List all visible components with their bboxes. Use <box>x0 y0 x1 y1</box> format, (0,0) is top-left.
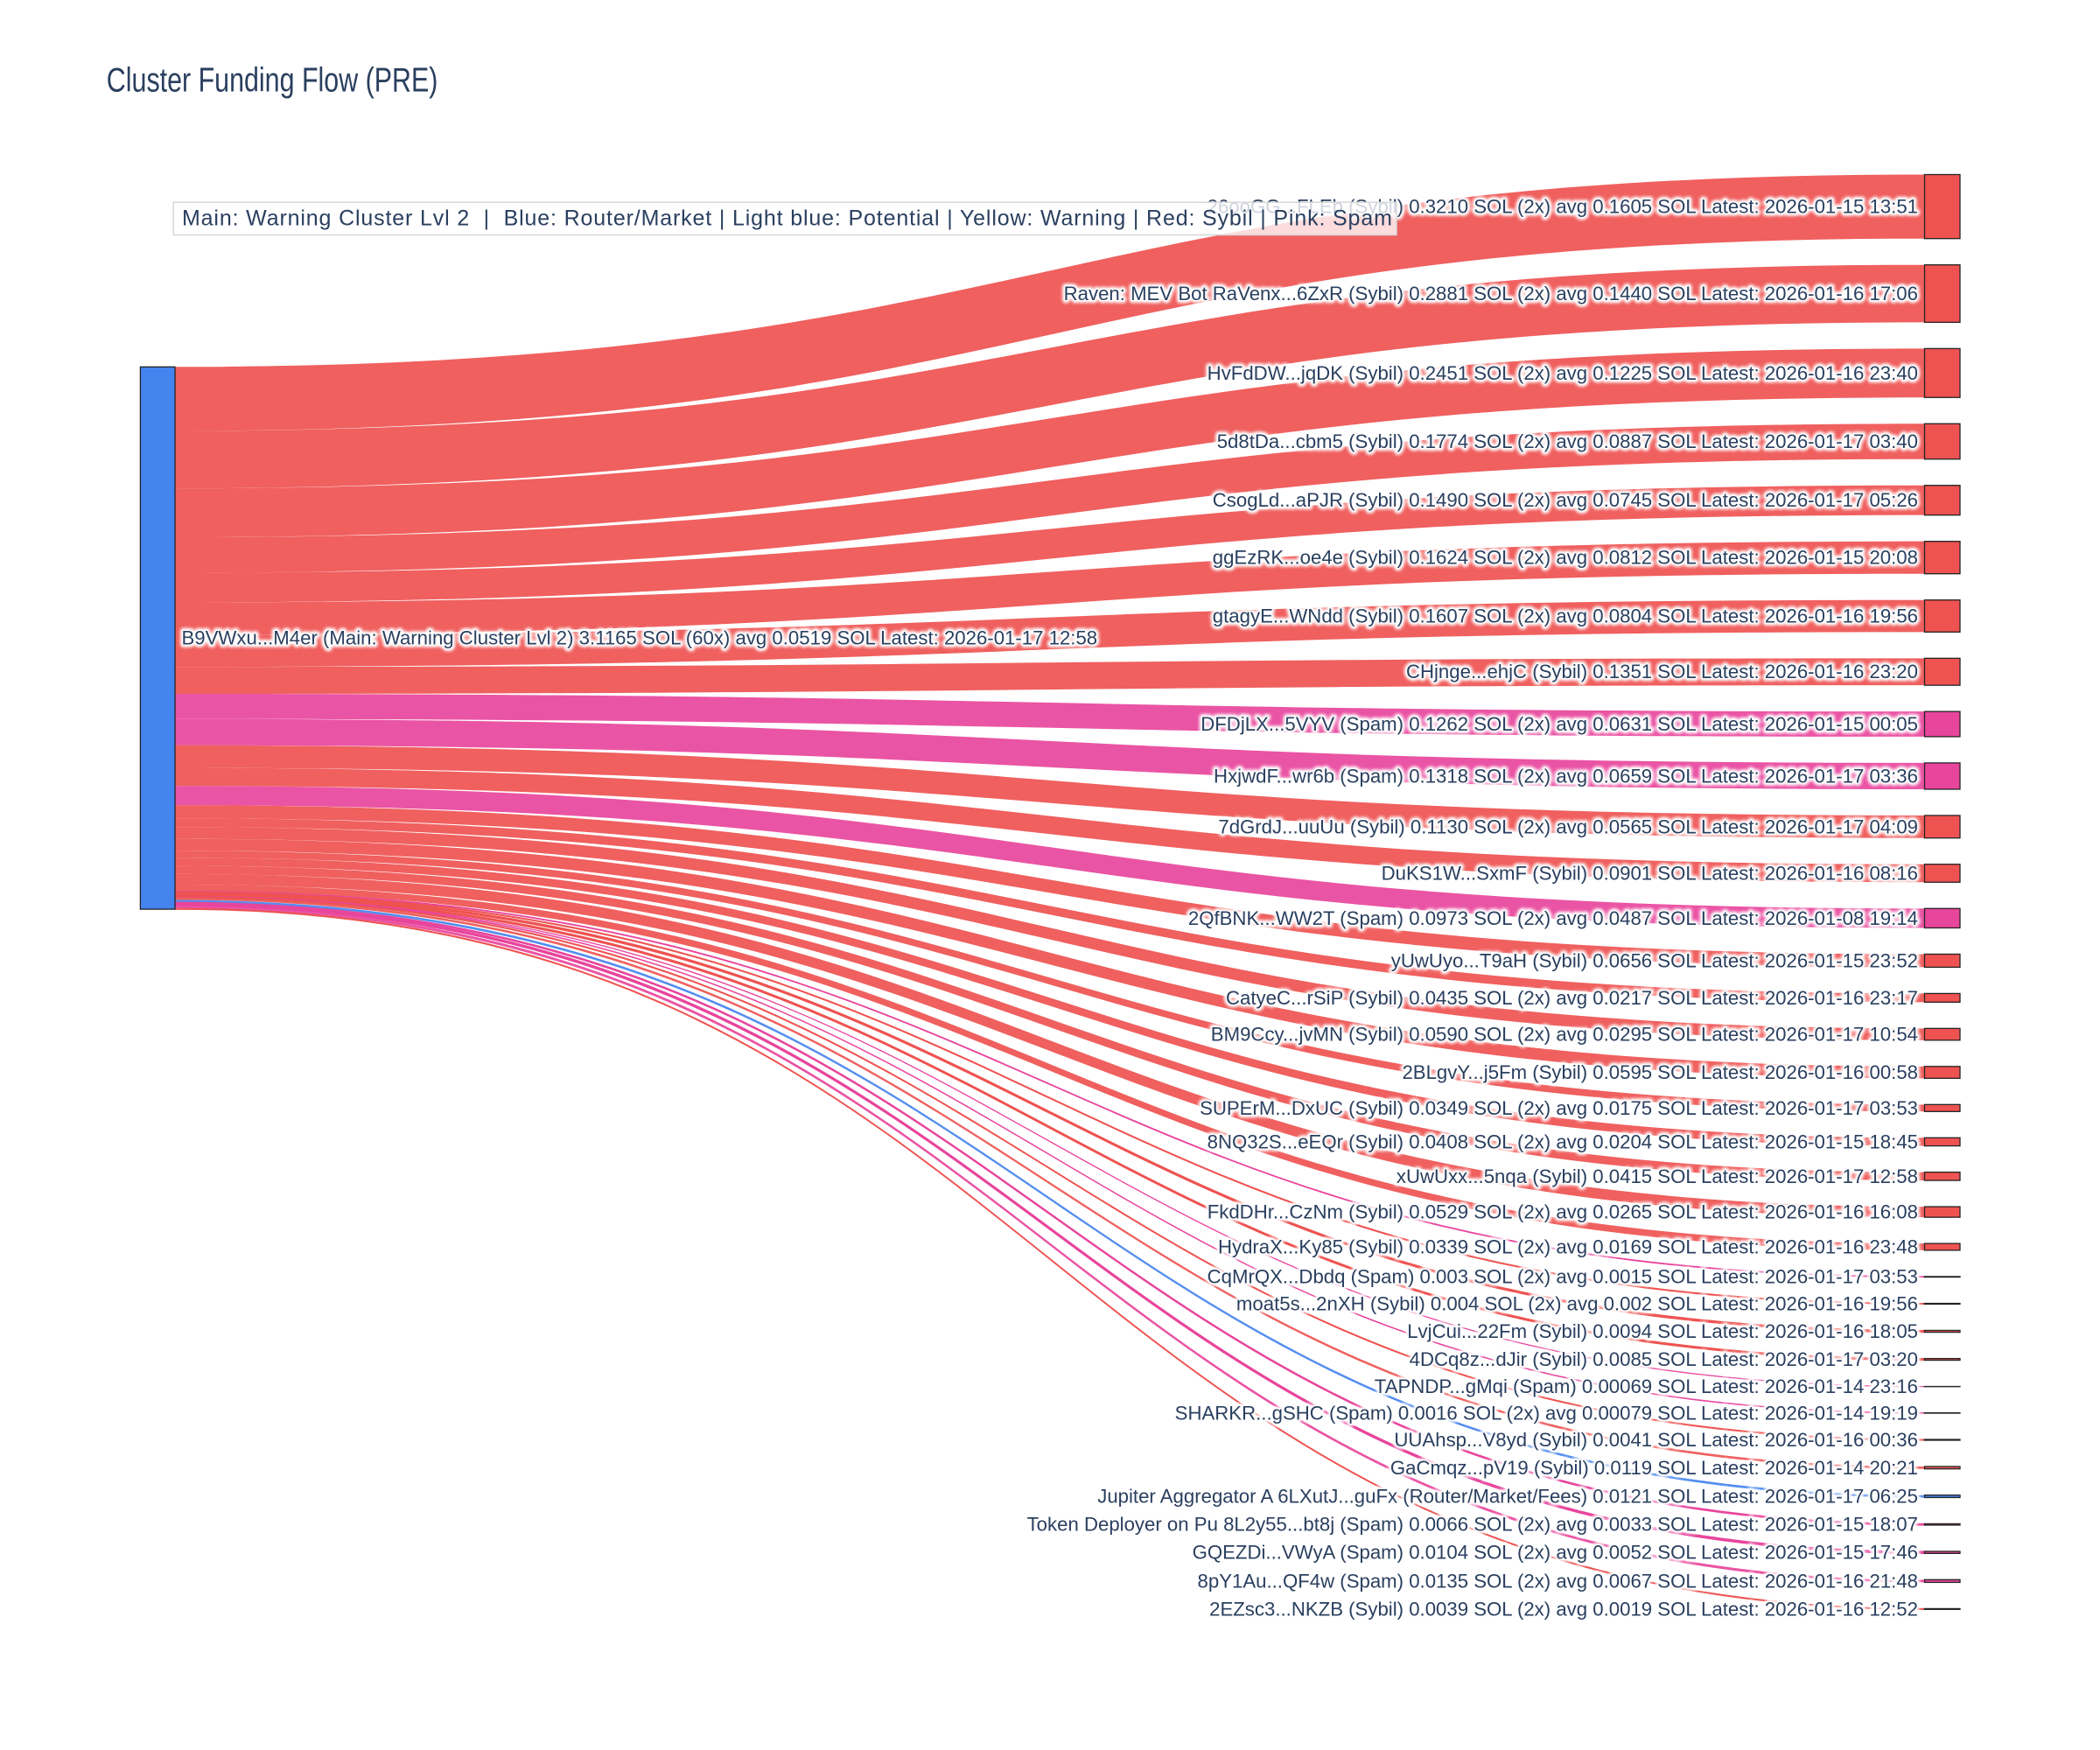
svg-text:DFDjLX...5VYV (Spam) 0.1262 SO: DFDjLX...5VYV (Spam) 0.1262 SOL (2x) avg… <box>1200 713 1918 735</box>
svg-text:TAPNDP...gMqi (Spam) 0.00069 S: TAPNDP...gMqi (Spam) 0.00069 SOL Latest:… <box>1375 1376 1918 1397</box>
svg-text:UUAhsp...V8yd (Sybil) 0.0041 S: UUAhsp...V8yd (Sybil) 0.0041 SOL Latest:… <box>1394 1429 1918 1451</box>
svg-text:Jupiter Aggregator A 6LXutJ...: Jupiter Aggregator A 6LXutJ...guFx (Rout… <box>1097 1486 1918 1508</box>
svg-text:xUwUxx...5nqa (Sybil) 0.0415 S: xUwUxx...5nqa (Sybil) 0.0415 SOL Latest:… <box>1396 1166 1918 1187</box>
svg-text:gtagyE...WNdd (Sybil) 0.1607 S: gtagyE...WNdd (Sybil) 0.1607 SOL (2x) av… <box>1213 606 1918 627</box>
svg-text:Jupiter Aggregator A 6LXutJ...: Jupiter Aggregator A 6LXutJ...guFx (Rout… <box>1097 1486 1918 1508</box>
svg-text:GQEZDi...VWyA (Spam) 0.0104 SO: GQEZDi...VWyA (Spam) 0.0104 SOL (2x) avg… <box>1193 1542 1918 1564</box>
svg-text:SUPErM...DxUC (Sybil) 0.0349 S: SUPErM...DxUC (Sybil) 0.0349 SOL (2x) av… <box>1200 1097 1918 1119</box>
svg-text:HydraX...Ky85 (Sybil) 0.0339 S: HydraX...Ky85 (Sybil) 0.0339 SOL (2x) av… <box>1218 1236 1918 1258</box>
svg-text:ggEzRK...oe4e (Sybil) 0.1624 S: ggEzRK...oe4e (Sybil) 0.1624 SOL (2x) av… <box>1213 547 1918 569</box>
svg-text:7dGrdJ...uuUu (Sybil) 0.1130 S: 7dGrdJ...uuUu (Sybil) 0.1130 SOL (2x) av… <box>1218 816 1918 837</box>
svg-text:2EZsc3...NKZB (Sybil) 0.0039 S: 2EZsc3...NKZB (Sybil) 0.0039 SOL (2x) av… <box>1209 1598 1918 1620</box>
svg-text:HvFdDW...jqDK (Sybil) 0.2451 S: HvFdDW...jqDK (Sybil) 0.2451 SOL (2x) av… <box>1208 362 1918 384</box>
svg-text:BM9Ccy...jvMN (Sybil) 0.0590 S: BM9Ccy...jvMN (Sybil) 0.0590 SOL (2x) av… <box>1211 1024 1918 1046</box>
svg-text:8pY1Au...QF4w (Spam) 0.0135 SO: 8pY1Au...QF4w (Spam) 0.0135 SOL (2x) avg… <box>1198 1570 1918 1592</box>
svg-text:ggEzRK...oe4e (Sybil) 0.1624 S: ggEzRK...oe4e (Sybil) 0.1624 SOL (2x) av… <box>1213 547 1918 569</box>
svg-text:HvFdDW...jqDK (Sybil) 0.2451 S: HvFdDW...jqDK (Sybil) 0.2451 SOL (2x) av… <box>1208 362 1918 384</box>
svg-text:8pY1Au...QF4w (Spam) 0.0135 SO: 8pY1Au...QF4w (Spam) 0.0135 SOL (2x) avg… <box>1198 1570 1918 1592</box>
svg-text:CHjnge...ehjC (Sybil) 0.1351 S: CHjnge...ehjC (Sybil) 0.1351 SOL Latest:… <box>1406 661 1918 682</box>
svg-text:Main: Warning Cluster Lvl 2 |: Main: Warning Cluster Lvl 2 | Blue: Rout… <box>182 206 1393 231</box>
svg-text:DFDjLX...5VYV (Spam) 0.1262 SO: DFDjLX...5VYV (Spam) 0.1262 SOL (2x) avg… <box>1200 713 1918 735</box>
svg-text:2QfBNK...WW2T (Spam) 0.0973 SO: 2QfBNK...WW2T (Spam) 0.0973 SOL (2x) avg… <box>1188 907 1918 929</box>
svg-text:7dGrdJ...uuUu (Sybil) 0.1130 S: 7dGrdJ...uuUu (Sybil) 0.1130 SOL (2x) av… <box>1218 816 1918 837</box>
svg-text:UUAhsp...V8yd (Sybil) 0.0041 S: UUAhsp...V8yd (Sybil) 0.0041 SOL Latest:… <box>1394 1429 1918 1451</box>
svg-text:Raven: MEV Bot RaVenx...6ZxR (: Raven: MEV Bot RaVenx...6ZxR (Sybil) 0.2… <box>1064 283 1918 304</box>
svg-text:gtagyE...WNdd (Sybil) 0.1607 S: gtagyE...WNdd (Sybil) 0.1607 SOL (2x) av… <box>1213 606 1918 627</box>
svg-text:SUPErM...DxUC (Sybil) 0.0349 S: SUPErM...DxUC (Sybil) 0.0349 SOL (2x) av… <box>1200 1097 1918 1119</box>
svg-text:DuKS1W...SxmF (Sybil) 0.0901 S: DuKS1W...SxmF (Sybil) 0.0901 SOL Latest:… <box>1382 863 1918 885</box>
svg-text:CsogLd...aPJR (Sybil) 0.1490 S: CsogLd...aPJR (Sybil) 0.1490 SOL (2x) av… <box>1213 489 1918 511</box>
svg-text:FkdDHr...CzNm (Sybil) 0.0529 S: FkdDHr...CzNm (Sybil) 0.0529 SOL (2x) av… <box>1208 1201 1918 1223</box>
svg-text:Raven: MEV Bot RaVenx...6ZxR (: Raven: MEV Bot RaVenx...6ZxR (Sybil) 0.2… <box>1064 283 1918 304</box>
svg-text:CHjnge...ehjC (Sybil) 0.1351 S: CHjnge...ehjC (Sybil) 0.1351 SOL Latest:… <box>1406 661 1918 682</box>
svg-text:xUwUxx...5nqa (Sybil) 0.0415 S: xUwUxx...5nqa (Sybil) 0.0415 SOL Latest:… <box>1396 1166 1918 1187</box>
svg-text:GQEZDi...VWyA (Spam) 0.0104 SO: GQEZDi...VWyA (Spam) 0.0104 SOL (2x) avg… <box>1193 1542 1918 1564</box>
svg-text:CqMrQX...Dbdq (Spam) 0.003 SOL: CqMrQX...Dbdq (Spam) 0.003 SOL (2x) avg … <box>1208 1266 1918 1288</box>
svg-text:2QfBNK...WW2T (Spam) 0.0973 SO: 2QfBNK...WW2T (Spam) 0.0973 SOL (2x) avg… <box>1188 907 1918 929</box>
svg-text:LvjCui...22Fm (Sybil) 0.0094 S: LvjCui...22Fm (Sybil) 0.0094 SOL Latest:… <box>1407 1320 1918 1342</box>
svg-text:SHARKR...gSHC (Spam) 0.0016 SO: SHARKR...gSHC (Spam) 0.0016 SOL (2x) avg… <box>1175 1402 1918 1424</box>
svg-text:CqMrQX...Dbdq (Spam) 0.003 SOL: CqMrQX...Dbdq (Spam) 0.003 SOL (2x) avg … <box>1208 1266 1918 1288</box>
svg-text:yUwUyo...T9aH (Sybil) 0.0656 S: yUwUyo...T9aH (Sybil) 0.0656 SOL Latest:… <box>1391 949 1918 971</box>
svg-text:SHARKR...gSHC (Spam) 0.0016 SO: SHARKR...gSHC (Spam) 0.0016 SOL (2x) avg… <box>1175 1402 1918 1424</box>
svg-text:FkdDHr...CzNm (Sybil) 0.0529 S: FkdDHr...CzNm (Sybil) 0.0529 SOL (2x) av… <box>1208 1201 1918 1223</box>
svg-text:Cluster Funding Flow (PRE): Cluster Funding Flow (PRE) <box>107 61 438 99</box>
svg-text:HxjwdF...wr6b (Spam) 0.1318 SO: HxjwdF...wr6b (Spam) 0.1318 SOL (2x) avg… <box>1214 765 1918 787</box>
svg-text:BM9Ccy...jvMN (Sybil) 0.0590 S: BM9Ccy...jvMN (Sybil) 0.0590 SOL (2x) av… <box>1211 1024 1918 1046</box>
svg-text:2EZsc3...NKZB (Sybil) 0.0039 S: 2EZsc3...NKZB (Sybil) 0.0039 SOL (2x) av… <box>1209 1598 1918 1620</box>
svg-text:5d8tDa...cbm5 (Sybil) 0.1774 S: 5d8tDa...cbm5 (Sybil) 0.1774 SOL (2x) av… <box>1217 430 1918 452</box>
svg-text:B9VWxu...M4er (Main: Warning C: B9VWxu...M4er (Main: Warning Cluster Lvl… <box>182 627 1098 649</box>
svg-text:GaCmqz...pV19 (Sybil) 0.0119 S: GaCmqz...pV19 (Sybil) 0.0119 SOL Latest:… <box>1390 1457 1918 1479</box>
svg-text:LvjCui...22Fm (Sybil) 0.0094 S: LvjCui...22Fm (Sybil) 0.0094 SOL Latest:… <box>1407 1320 1918 1342</box>
svg-text:moat5s...2nXH (Sybil) 0.004 SO: moat5s...2nXH (Sybil) 0.004 SOL (2x) avg… <box>1236 1293 1918 1315</box>
svg-text:TAPNDP...gMqi (Spam) 0.00069 S: TAPNDP...gMqi (Spam) 0.00069 SOL Latest:… <box>1375 1376 1918 1397</box>
svg-text:2BLgvY...j5Fm (Sybil) 0.0595 S: 2BLgvY...j5Fm (Sybil) 0.0595 SOL Latest:… <box>1402 1061 1918 1083</box>
svg-text:DuKS1W...SxmF (Sybil) 0.0901 S: DuKS1W...SxmF (Sybil) 0.0901 SOL Latest:… <box>1382 863 1918 885</box>
svg-text:moat5s...2nXH (Sybil) 0.004 SO: moat5s...2nXH (Sybil) 0.004 SOL (2x) avg… <box>1236 1293 1918 1315</box>
svg-text:CsogLd...aPJR (Sybil) 0.1490 S: CsogLd...aPJR (Sybil) 0.1490 SOL (2x) av… <box>1213 489 1918 511</box>
svg-text:GaCmqz...pV19 (Sybil) 0.0119 S: GaCmqz...pV19 (Sybil) 0.0119 SOL Latest:… <box>1390 1457 1918 1479</box>
svg-text:8NQ32S...eEQr (Sybil) 0.0408 S: 8NQ32S...eEQr (Sybil) 0.0408 SOL (2x) av… <box>1208 1131 1918 1153</box>
svg-text:B9VWxu...M4er (Main: Warning C: B9VWxu...M4er (Main: Warning Cluster Lvl… <box>182 627 1098 649</box>
svg-text:8NQ32S...eEQr (Sybil) 0.0408 S: 8NQ32S...eEQr (Sybil) 0.0408 SOL (2x) av… <box>1208 1131 1918 1153</box>
svg-text:HxjwdF...wr6b (Spam) 0.1318 SO: HxjwdF...wr6b (Spam) 0.1318 SOL (2x) avg… <box>1214 765 1918 787</box>
svg-text:5d8tDa...cbm5 (Sybil) 0.1774 S: 5d8tDa...cbm5 (Sybil) 0.1774 SOL (2x) av… <box>1217 430 1918 452</box>
svg-text:HydraX...Ky85 (Sybil) 0.0339 S: HydraX...Ky85 (Sybil) 0.0339 SOL (2x) av… <box>1218 1236 1918 1258</box>
svg-text:4DCq8z...dJir (Sybil) 0.0085 S: 4DCq8z...dJir (Sybil) 0.0085 SOL Latest:… <box>1410 1348 1918 1370</box>
svg-text:4DCq8z...dJir (Sybil) 0.0085 S: 4DCq8z...dJir (Sybil) 0.0085 SOL Latest:… <box>1410 1348 1918 1370</box>
svg-text:CatyeC...rSiP (Sybil) 0.0435 S: CatyeC...rSiP (Sybil) 0.0435 SOL (2x) av… <box>1226 987 1918 1009</box>
svg-text:CatyeC...rSiP (Sybil) 0.0435 S: CatyeC...rSiP (Sybil) 0.0435 SOL (2x) av… <box>1226 987 1918 1009</box>
svg-text:yUwUyo...T9aH (Sybil) 0.0656 S: yUwUyo...T9aH (Sybil) 0.0656 SOL Latest:… <box>1391 949 1918 971</box>
svg-text:Token Deployer on Pu 8L2y55...: Token Deployer on Pu 8L2y55...bt8j (Spam… <box>1027 1514 1918 1536</box>
svg-text:2BLgvY...j5Fm (Sybil) 0.0595 S: 2BLgvY...j5Fm (Sybil) 0.0595 SOL Latest:… <box>1402 1061 1918 1083</box>
svg-text:Token Deployer on Pu 8L2y55...: Token Deployer on Pu 8L2y55...bt8j (Spam… <box>1027 1514 1918 1536</box>
